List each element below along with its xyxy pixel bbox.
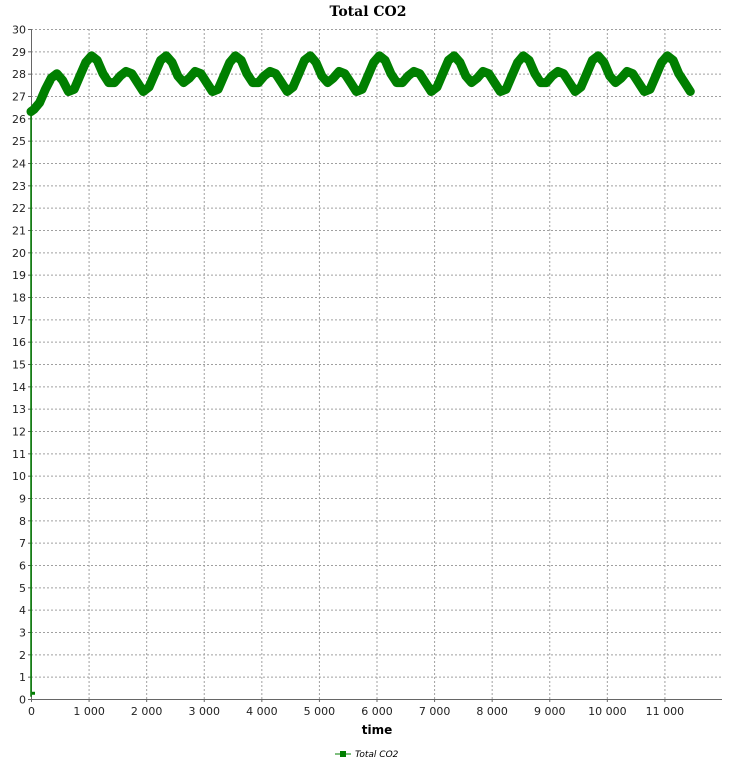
y-tick-label: 15: [12, 359, 26, 372]
y-tick-label: 27: [12, 91, 26, 104]
x-tick-label: 11 000: [646, 705, 685, 718]
y-tick-label: 16: [12, 336, 26, 349]
legend: Total CO2: [335, 750, 399, 760]
y-tick-label: 14: [12, 381, 26, 394]
y-tick-label: 19: [12, 269, 26, 282]
x-tick-label: 5 000: [304, 705, 336, 718]
y-tick-label: 2: [19, 649, 26, 662]
y-tick-label: 3: [19, 627, 26, 640]
y-tick-label: 7: [19, 537, 26, 550]
x-tick-label: 9 000: [534, 705, 566, 718]
series: [26, 51, 695, 697]
y-tick-label: 17: [12, 314, 26, 327]
y-tick-label: 12: [12, 426, 26, 439]
y-tick-label: 4: [19, 604, 26, 617]
y-tick-label: 8: [19, 515, 26, 528]
y-tick-label: 28: [12, 68, 26, 81]
y-tick-label: 26: [12, 113, 26, 126]
y-tick-label: 11: [12, 448, 26, 461]
x-tick-label: 8 000: [476, 705, 508, 718]
chart-title: Total CO2: [330, 4, 407, 20]
x-tick-labels: 0 1 000 2 000 3 000 4 000 5 000 6 000 7 000 8 00…: [28, 705, 684, 718]
x-tick-label: 3 000: [189, 705, 221, 718]
x-tick-label: 6 000: [361, 705, 393, 718]
y-tick-label: 25: [12, 135, 26, 148]
x-axis-label: time: [362, 723, 393, 737]
y-tick-label: 23: [12, 180, 26, 193]
grid: [31, 29, 722, 699]
y-tick-label: 18: [12, 292, 26, 305]
x-tick-label: 1 000: [73, 705, 105, 718]
y-tick-label: 13: [12, 403, 26, 416]
y-tick-label: 20: [12, 247, 26, 260]
y-tick-label: 29: [12, 46, 26, 59]
x-tick-label: 0: [28, 705, 35, 718]
y-tick-label: 1: [19, 671, 26, 684]
y-tick-label: 21: [12, 225, 26, 238]
y-tick-label: 5: [19, 582, 26, 595]
series-start-marker: [32, 691, 35, 695]
x-tick-label: 4 000: [246, 705, 278, 718]
x-tick-label: 2 000: [131, 705, 163, 718]
x-tick-label: 7 000: [419, 705, 451, 718]
series-line: [26, 51, 695, 117]
y-tick-label: 24: [12, 158, 26, 171]
y-tick-label: 22: [12, 202, 26, 215]
axes: [28, 29, 722, 702]
y-tick-labels: 0123456789101112131415161718192021222324…: [12, 24, 26, 707]
y-tick-label: 10: [12, 470, 26, 483]
y-tick-label: 6: [19, 560, 26, 573]
legend-label: Total CO2: [355, 750, 399, 760]
y-tick-label: 9: [19, 493, 26, 506]
x-tick-label: 10 000: [588, 705, 627, 718]
y-tick-label: 0: [19, 694, 26, 707]
y-tick-label: 30: [12, 24, 26, 37]
legend-marker-swatch: [340, 751, 346, 757]
